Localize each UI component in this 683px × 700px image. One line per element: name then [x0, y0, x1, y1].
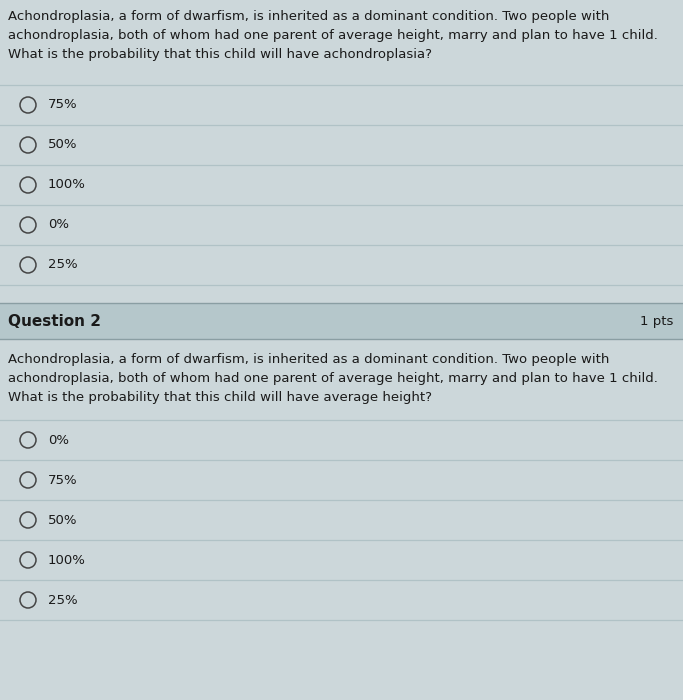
- Text: 0%: 0%: [48, 218, 69, 232]
- Text: Achondroplasia, a form of dwarfism, is inherited as a dominant condition. Two pe: Achondroplasia, a form of dwarfism, is i…: [8, 10, 609, 23]
- Bar: [0, 303, 683, 339]
- Text: 25%: 25%: [48, 594, 78, 606]
- Text: What is the probability that this child will have achondroplasia?: What is the probability that this child …: [8, 48, 432, 61]
- Text: 1 pts: 1 pts: [639, 314, 673, 328]
- Text: 50%: 50%: [48, 139, 77, 151]
- Text: Achondroplasia, a form of dwarfism, is inherited as a dominant condition. Two pe: Achondroplasia, a form of dwarfism, is i…: [8, 353, 609, 366]
- Text: 0%: 0%: [48, 433, 69, 447]
- Text: Question 2: Question 2: [8, 314, 101, 328]
- Text: achondroplasia, both of whom had one parent of average height, marry and plan to: achondroplasia, both of whom had one par…: [8, 372, 658, 385]
- Text: 100%: 100%: [48, 178, 86, 192]
- Text: 50%: 50%: [48, 514, 77, 526]
- Text: 75%: 75%: [48, 473, 78, 486]
- Text: What is the probability that this child will have average height?: What is the probability that this child …: [8, 391, 432, 404]
- Text: 100%: 100%: [48, 554, 86, 566]
- Text: 25%: 25%: [48, 258, 78, 272]
- Text: achondroplasia, both of whom had one parent of average height, marry and plan to: achondroplasia, both of whom had one par…: [8, 29, 658, 42]
- Text: 75%: 75%: [48, 99, 78, 111]
